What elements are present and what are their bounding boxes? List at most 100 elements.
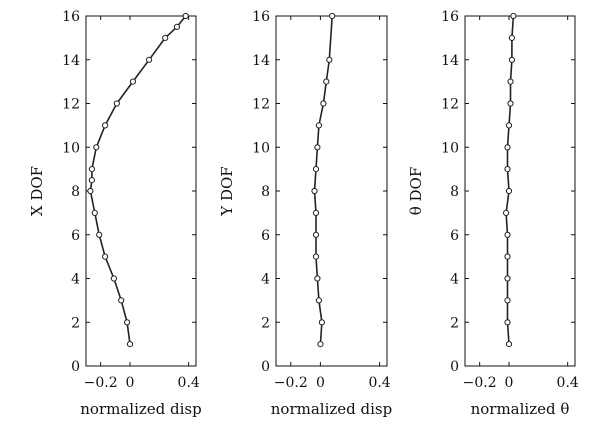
data-point <box>504 253 511 260</box>
y-tick-label: 16 <box>62 9 80 25</box>
y-tick-label: 2 <box>261 315 270 331</box>
data-point <box>503 209 510 216</box>
y-tick-label: 6 <box>261 228 270 244</box>
data-point <box>118 297 125 304</box>
data-point <box>315 122 322 129</box>
data-point <box>507 78 514 85</box>
y-tick-label: 2 <box>450 315 459 331</box>
data-point <box>505 122 513 129</box>
data-point <box>102 122 109 129</box>
y-tick-label: 8 <box>71 184 80 200</box>
plot-frame <box>275 15 388 367</box>
y-tick-label: 4 <box>450 272 459 288</box>
y-axis-label: X DOF <box>28 166 46 216</box>
data-point <box>102 253 109 260</box>
y-tick-label: 16 <box>441 9 459 25</box>
x-axis-label: normalized disp <box>271 400 392 418</box>
data-point <box>312 166 320 173</box>
y-tick-label: 10 <box>252 140 270 156</box>
data-point <box>312 209 320 216</box>
data-point <box>110 275 118 282</box>
data-point <box>317 341 324 348</box>
data-point <box>88 177 96 184</box>
plot-frame <box>85 15 197 367</box>
data-point <box>504 275 511 282</box>
y-tick-label: 10 <box>62 140 80 156</box>
y-tick-label: 6 <box>450 228 459 244</box>
data-point <box>182 12 189 20</box>
x-tick-label: −0.2 <box>463 375 497 391</box>
data-point <box>93 144 100 151</box>
data-point <box>504 144 511 151</box>
y-tick-label: 14 <box>62 53 80 69</box>
y-tick-label: 12 <box>252 97 270 113</box>
x-tick-label: 0.4 <box>368 375 390 391</box>
y-tick-label: 0 <box>261 359 270 375</box>
y-tick-label: 8 <box>450 184 459 200</box>
y-tick-label: 14 <box>441 53 459 69</box>
y-tick-label: 12 <box>441 97 459 113</box>
data-point <box>508 56 515 63</box>
data-point <box>505 341 513 348</box>
y-tick-label: 12 <box>62 97 80 113</box>
series-line <box>89 15 187 345</box>
x-tick-label: 0 <box>126 375 135 391</box>
x-tick-label: 0.4 <box>178 375 200 391</box>
x-tick-label: 0.4 <box>557 375 579 391</box>
y-tick-label: 4 <box>71 272 80 288</box>
data-point <box>173 23 180 30</box>
y-tick-label: 0 <box>450 359 459 375</box>
data-point <box>311 187 318 195</box>
data-point <box>129 78 136 85</box>
data-point <box>510 12 517 20</box>
data-point <box>315 297 322 304</box>
data-point <box>314 144 321 151</box>
data-point <box>87 187 94 195</box>
x-tick-label: −0.2 <box>274 375 308 391</box>
y-tick-label: 8 <box>261 184 270 200</box>
data-point <box>312 231 320 238</box>
data-point <box>96 231 103 238</box>
data-point <box>124 319 131 326</box>
data-point <box>318 319 325 326</box>
data-point <box>508 34 515 42</box>
data-point <box>323 78 330 85</box>
data-point <box>320 100 327 107</box>
y-tick-label: 10 <box>441 140 459 156</box>
y-tick-label: 6 <box>71 228 80 244</box>
x-axis-label: normalized θ <box>471 400 570 418</box>
x-tick-label: −0.2 <box>84 375 118 391</box>
data-point <box>507 100 514 107</box>
plot-frame <box>464 15 576 367</box>
series-line <box>313 15 333 345</box>
data-point <box>504 231 511 238</box>
data-point <box>162 34 169 42</box>
data-point <box>504 297 511 304</box>
data-point <box>312 253 320 260</box>
y-tick-label: 16 <box>252 9 270 25</box>
x-tick-label: 0 <box>316 375 325 391</box>
x-axis-label: normalized disp <box>80 400 201 418</box>
data-point <box>329 12 336 20</box>
data-point <box>146 56 153 63</box>
data-point <box>91 209 98 216</box>
y-axis-label: θ DOF <box>407 167 425 216</box>
data-point <box>326 56 333 63</box>
x-tick-label: 0 <box>505 375 514 391</box>
data-point <box>113 100 120 107</box>
data-point <box>314 275 321 282</box>
series-line <box>505 15 515 345</box>
y-tick-label: 0 <box>71 359 80 375</box>
y-tick-label: 4 <box>261 272 270 288</box>
data-point <box>504 166 511 173</box>
data-point <box>88 166 96 173</box>
data-point <box>505 187 513 195</box>
y-tick-label: 2 <box>71 315 80 331</box>
data-point <box>126 341 134 348</box>
y-axis-label: Y DOF <box>218 166 236 216</box>
data-point <box>504 319 511 326</box>
